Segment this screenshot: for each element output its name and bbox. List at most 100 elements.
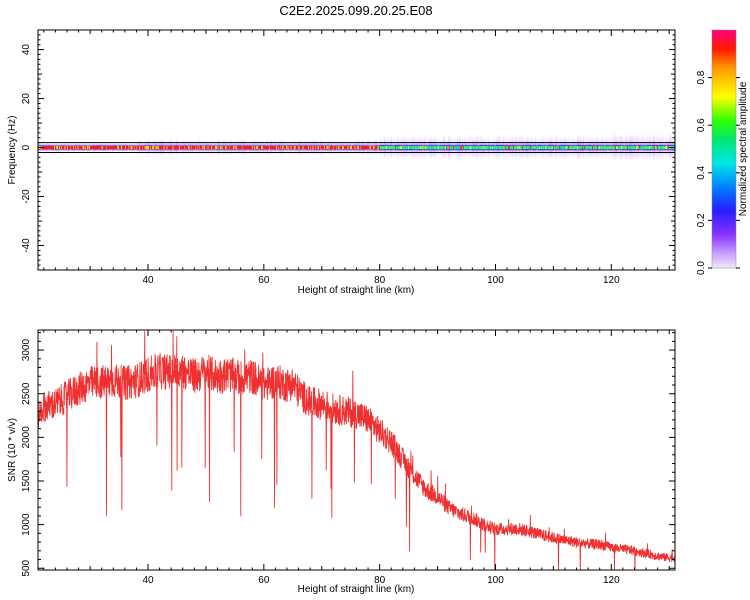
- heatmap-core-cell: [178, 146, 180, 149]
- heatmap-ring-cell: [96, 144, 98, 147]
- heatmap-ring-cell: [374, 148, 376, 151]
- heatmap-core-cell: [462, 146, 464, 149]
- heatmap-ring-cell: [608, 144, 610, 147]
- heatmap-core-cell: [423, 146, 425, 149]
- heatmap-ring-cell: [264, 144, 266, 147]
- heatmap-core-cell: [71, 146, 73, 149]
- heatmap-ring-cell: [527, 148, 529, 151]
- heatmap-ring-cell: [330, 148, 332, 151]
- heatmap-ring-cell: [460, 148, 462, 151]
- heatmap-ring-cell: [663, 148, 665, 151]
- heatmap-core-cell: [344, 146, 346, 149]
- heatmap-core-cell: [177, 146, 179, 149]
- heatmap-ring-cell: [234, 144, 236, 147]
- heatmap-ring-cell: [495, 148, 497, 151]
- heatmap-ring-cell: [115, 148, 117, 151]
- heatmap-core-cell: [533, 146, 535, 149]
- heatmap-ring-cell: [608, 148, 610, 151]
- heatmap-ring-cell: [383, 148, 385, 151]
- heatmap-core-cell: [486, 146, 488, 149]
- heatmap-core-cell: [360, 146, 362, 149]
- heatmap-ring-cell: [429, 144, 431, 147]
- heatmap-ring-cell: [461, 148, 463, 151]
- heatmap-core-cell: [597, 146, 599, 149]
- heatmap-ring-cell: [428, 148, 430, 151]
- heatmap-ring-cell: [376, 148, 378, 151]
- heatmap-ring-cell: [350, 148, 352, 151]
- heatmap-core-cell: [225, 146, 227, 149]
- heatmap-ring-cell: [62, 148, 64, 151]
- heatmap-ring-cell: [524, 144, 526, 147]
- heatmap-ring-cell: [60, 148, 62, 151]
- heatmap-core-cell: [667, 146, 669, 149]
- heatmap-ring-cell: [618, 148, 620, 151]
- heatmap-ring-cell: [446, 144, 448, 147]
- heatmap-core-cell: [192, 146, 194, 149]
- heatmap-core-cell: [620, 146, 622, 149]
- heatmap-core-cell: [515, 146, 517, 149]
- heatmap-core-cell: [215, 146, 217, 149]
- heatmap-ring-cell: [509, 148, 511, 151]
- heatmap-ring-cell: [319, 148, 321, 151]
- heatmap-ring-cell: [207, 148, 209, 151]
- heatmap-ring-cell: [342, 148, 344, 151]
- heatmap-ring-cell: [441, 148, 443, 151]
- heatmap-ring-cell: [108, 144, 110, 147]
- heatmap-ring-cell: [495, 144, 497, 147]
- heatmap-core-cell: [234, 146, 236, 149]
- heatmap-ring-cell: [198, 148, 200, 151]
- heatmap-ring-cell: [345, 148, 347, 151]
- heatmap-ring-cell: [204, 144, 206, 147]
- heatmap-ring-cell: [286, 144, 288, 147]
- heatmap-ring-cell: [454, 144, 456, 147]
- heatmap-core-cell: [358, 146, 360, 149]
- heatmap-core-cell: [490, 146, 492, 149]
- heatmap-core-cell: [665, 146, 667, 149]
- heatmap-ring-cell: [540, 144, 542, 147]
- heatmap-ring-cell: [459, 148, 461, 151]
- heatmap-ring-cell: [571, 148, 573, 151]
- heatmap-core-cell: [149, 146, 151, 149]
- heatmap-ring-cell: [300, 144, 302, 147]
- heatmap-core-cell: [449, 146, 451, 149]
- heatmap-ring-cell: [172, 144, 174, 147]
- heatmap-ring-cell: [171, 144, 173, 147]
- heatmap-core-cell: [638, 146, 640, 149]
- heatmap-ring-cell: [321, 148, 323, 151]
- heatmap-ring-cell: [547, 148, 549, 151]
- heatmap-ring-cell: [620, 144, 622, 147]
- heatmap-core-cell: [609, 146, 611, 149]
- heatmap-core-cell: [161, 146, 163, 149]
- heatmap-ring-cell: [347, 144, 349, 147]
- heatmap-core-cell: [220, 146, 222, 149]
- heatmap-core-cell: [323, 146, 325, 149]
- heatmap-ring-cell: [188, 148, 190, 151]
- heatmap-core-cell: [168, 146, 170, 149]
- heatmap-core-cell: [134, 146, 136, 149]
- heatmap-ring-cell: [156, 148, 158, 151]
- heatmap-ring-cell: [351, 148, 353, 151]
- heatmap-ring-cell: [429, 148, 431, 151]
- heatmap-ring-cell: [506, 148, 508, 151]
- heatmap-ring-cell: [622, 144, 624, 147]
- heatmap-core-cell: [663, 146, 665, 149]
- x-tick-label: 60: [258, 275, 270, 286]
- heatmap-ring-cell: [313, 144, 315, 147]
- heatmap-ring-cell: [182, 144, 184, 147]
- heatmap-ring-cell: [400, 144, 402, 147]
- heatmap-ring-cell: [183, 144, 185, 147]
- heatmap-ring-cell: [273, 144, 275, 147]
- heatmap-ring-cell: [666, 148, 668, 151]
- heatmap-ring-cell: [554, 144, 556, 147]
- heatmap-ring-cell: [217, 144, 219, 147]
- snr-series-layer: [38, 330, 675, 570]
- heatmap-ring-cell: [575, 144, 577, 147]
- heatmap-ring-cell: [125, 144, 127, 147]
- heatmap-core-cell: [417, 146, 419, 149]
- heatmap-ring-cell: [570, 144, 572, 147]
- heatmap-ring-cell: [247, 148, 249, 151]
- heatmap-core-cell: [617, 146, 619, 149]
- heatmap-core-cell: [413, 146, 415, 149]
- heatmap-ring-cell: [490, 148, 492, 151]
